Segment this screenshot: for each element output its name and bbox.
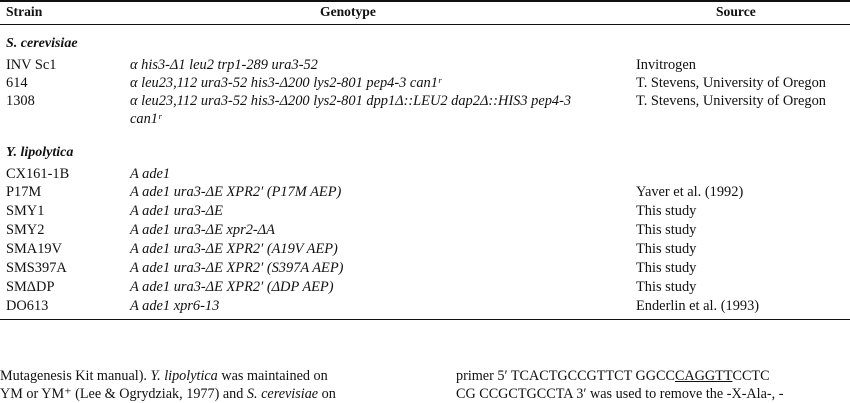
source-cell: T. Stevens, University of Oregon [636,93,826,109]
source-cell: This study [636,260,697,276]
strain-cell: SMY2 [6,222,45,238]
genotype-cell: α leu23,112 ura3-52 his3-Δ200 lys2-801 d… [130,93,572,109]
body-text-line: Mutagenesis Kit manual). Y. lipolytica w… [0,368,328,384]
source-cell: This study [636,222,697,238]
header-source: Source [716,4,756,19]
genotype-cell: A ade1 ura3-ΔE XPR2′ (S397A AEP) [130,260,344,276]
table-bottom-rule [0,319,850,320]
source-cell: This study [636,279,697,295]
body-text-line: primer 5′ TCACTGCCGTTCT GGCCCAGGTTCCTC [456,368,770,384]
genotype-cell: A ade1 xpr6-13 [130,298,220,314]
genotype-cell: A ade1 ura3-ΔE XPR2′ (ΔDP AEP) [130,279,334,295]
genotype-cell: A ade1 ura3-ΔE [130,203,223,219]
source-cell: This study [636,241,697,257]
body-text-right-column: primer 5′ TCACTGCCGTTCT GGCCCAGGTTCCTC C… [456,367,783,403]
strain-cell: INV Sc1 [6,57,57,73]
group-label-s-cerevisiae: S. cerevisiae [6,36,78,51]
body-text-left-column: Mutagenesis Kit manual). Y. lipolytica w… [0,367,336,403]
strain-cell: 614 [6,75,28,91]
genotype-cell: α leu23,112 ura3-52 his3-Δ200 lys2-801 p… [130,75,442,91]
table-top-rule [0,0,850,2]
strain-cell: CX161-1B [6,166,70,182]
strain-cell: 1308 [6,93,35,109]
group-label-y-lipolytica: Y. lipolytica [6,145,74,160]
header-rule [0,24,850,25]
genotype-cell: A ade1 ura3-ΔE XPR2′ (P17M AEP) [130,184,342,200]
source-cell: Enderlin et al. (1993) [636,298,760,314]
strain-cell: SMY1 [6,203,45,219]
source-cell: T. Stevens, University of Oregon [636,75,826,91]
strain-cell: SMS397A [6,260,67,276]
genotype-cell-continuation: can1ʳ [130,111,162,127]
strain-cell: DO613 [6,298,49,314]
strain-cell: P17M [6,184,42,200]
header-genotype: Genotype [320,4,376,19]
genotype-cell: α his3-Δ1 leu2 trp1-289 ura3-52 [130,57,318,73]
source-cell: Yaver et al. (1992) [636,184,744,200]
body-text-line: CG CCGCTGCCTA 3′ was used to remove the … [456,386,784,402]
genotype-cell: A ade1 ura3-ΔE xpr2-ΔA [130,222,275,238]
strain-cell: SMA19V [6,241,62,257]
genotype-cell: A ade1 [130,166,171,182]
body-text-line: YM or YM⁺ (Lee & Ogrydziak, 1977) and S.… [0,386,336,402]
genotype-cell: A ade1 ura3-ΔE XPR2′ (A19V AEP) [130,241,338,257]
strain-cell: SMΔDP [6,279,55,295]
source-cell: Invitrogen [636,57,696,73]
source-cell: This study [636,203,697,219]
header-strain: Strain [6,4,43,19]
underlined-sequence: CAGGTT [674,368,733,384]
